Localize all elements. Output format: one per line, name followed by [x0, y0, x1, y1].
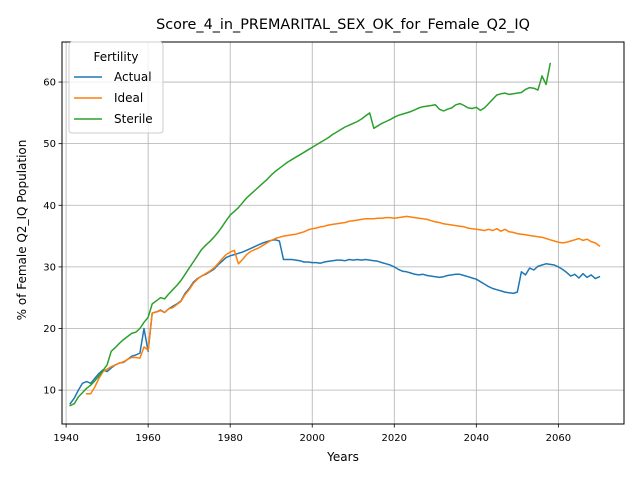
x-axis-label: Years [326, 450, 359, 464]
grid-layer [62, 42, 624, 424]
legend-title: Fertility [93, 50, 138, 64]
axis-layer: 1940 1960 1980 2000 2020 2040 2060 10 20 30 40 50 60 [43, 78, 571, 444]
y-tick-label: 50 [43, 139, 56, 150]
y-axis-label: % of Female Q2_IQ Population [15, 140, 29, 321]
legend-label-ideal: Ideal [114, 91, 143, 105]
legend-label-sterile: Sterile [114, 112, 153, 126]
y-tick-label: 10 [43, 386, 56, 397]
x-tick-label: 2000 [300, 433, 325, 444]
x-tick-label: 2020 [382, 433, 407, 444]
legend-box [68, 41, 164, 134]
x-tick-label: 1940 [53, 433, 78, 444]
x-tick-label: 2040 [464, 433, 489, 444]
y-tick-label: 20 [43, 324, 56, 335]
x-tick-label: 2060 [546, 433, 571, 444]
series-line-ideal [85, 215, 601, 395]
y-tick-label: 60 [43, 78, 56, 89]
y-tick-label: 30 [43, 262, 56, 273]
x-tick-label: 1960 [135, 433, 160, 444]
series-line-sterile [69, 62, 552, 407]
plot-frame [61, 41, 625, 425]
legend-label-actual: Actual [114, 70, 152, 84]
series-layer [69, 62, 601, 407]
y-tick-label: 40 [43, 201, 56, 212]
x-tick-label: 1980 [217, 433, 242, 444]
legend: Fertility Actual Ideal Sterile [68, 41, 164, 134]
chart-title: Score_4_in_PREMARITAL_SEX_OK_for_Female_… [156, 17, 530, 33]
